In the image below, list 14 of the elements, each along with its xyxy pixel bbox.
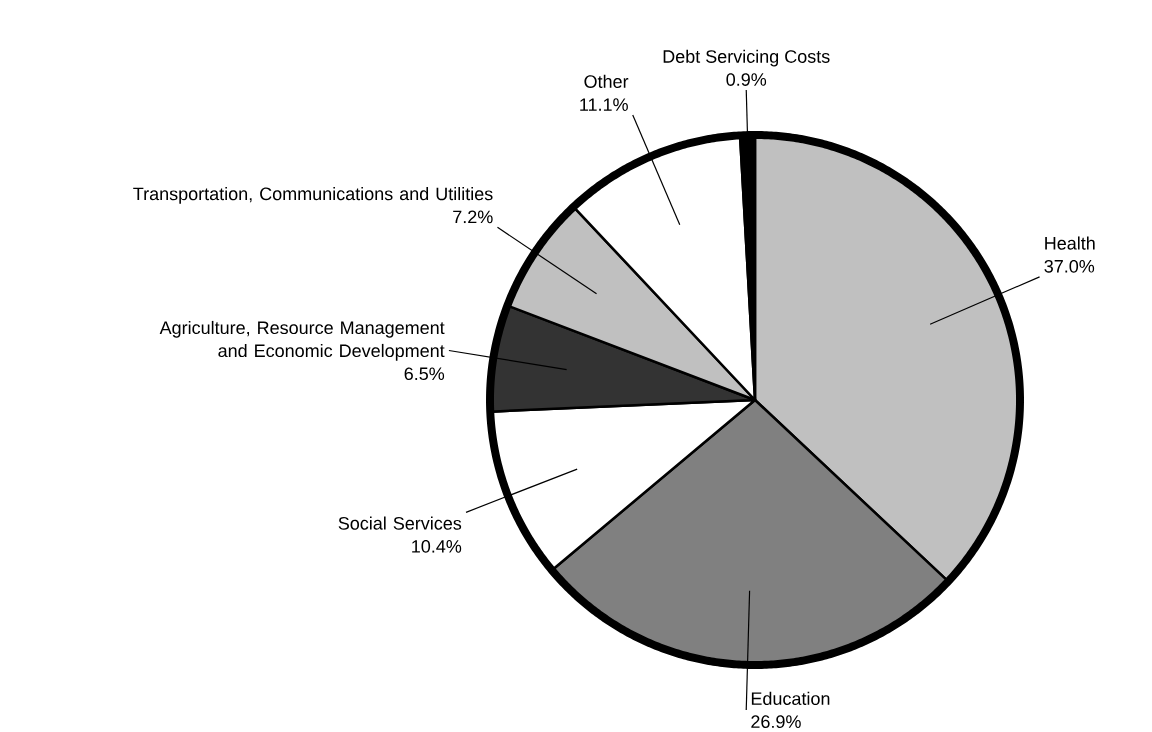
slice-label: Debt Servicing Costs [663, 49, 830, 67]
slice-label: Transportation, Communications and Utilities [133, 187, 493, 204]
data-label: 37.0% [1044, 259, 1095, 273]
slice-label: Social Services [338, 516, 462, 530]
slice-label: Health [1045, 236, 1095, 250]
slice-label: Agriculture, Resource Management and Economic Development [159, 320, 445, 361]
slice-label: Other [584, 74, 629, 88]
data-label: 10.4% [412, 540, 462, 553]
data-label: 26.9% [751, 715, 801, 729]
data-label: 7.2% [453, 210, 493, 224]
slice-label: Education [751, 691, 830, 706]
data-label: 6.5% [404, 367, 445, 381]
data-label: 0.9% [726, 73, 767, 86]
data-label: 11.1% [580, 98, 628, 111]
